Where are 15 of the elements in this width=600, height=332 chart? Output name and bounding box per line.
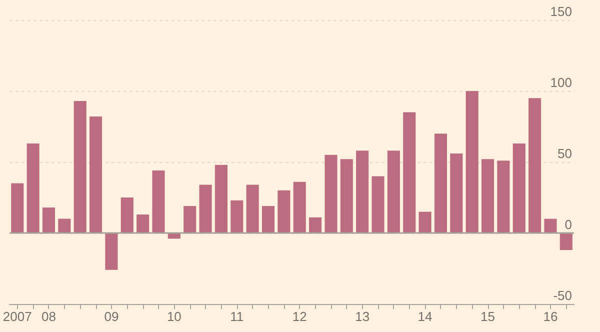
y-tick-label: -50 — [553, 288, 572, 303]
x-tick-label: 2007 — [2, 309, 32, 324]
y-tick-label: 100 — [550, 75, 572, 90]
x-tick-label: 12 — [292, 309, 307, 324]
x-tick-label: 15 — [480, 309, 495, 324]
y-tick-label: 150 — [550, 4, 572, 19]
y-tick-label: 50 — [558, 146, 572, 161]
x-tick-label: 09 — [104, 309, 119, 324]
x-tick-label: 08 — [42, 309, 56, 324]
x-tick-label: 10 — [166, 309, 182, 324]
x-tick-label: 11 — [230, 309, 244, 324]
y-tick-label: 0 — [564, 217, 572, 232]
x-tick-label: 13 — [355, 309, 370, 324]
x-tick-label: 16 — [543, 309, 558, 324]
x-tick-label: 14 — [418, 309, 432, 324]
